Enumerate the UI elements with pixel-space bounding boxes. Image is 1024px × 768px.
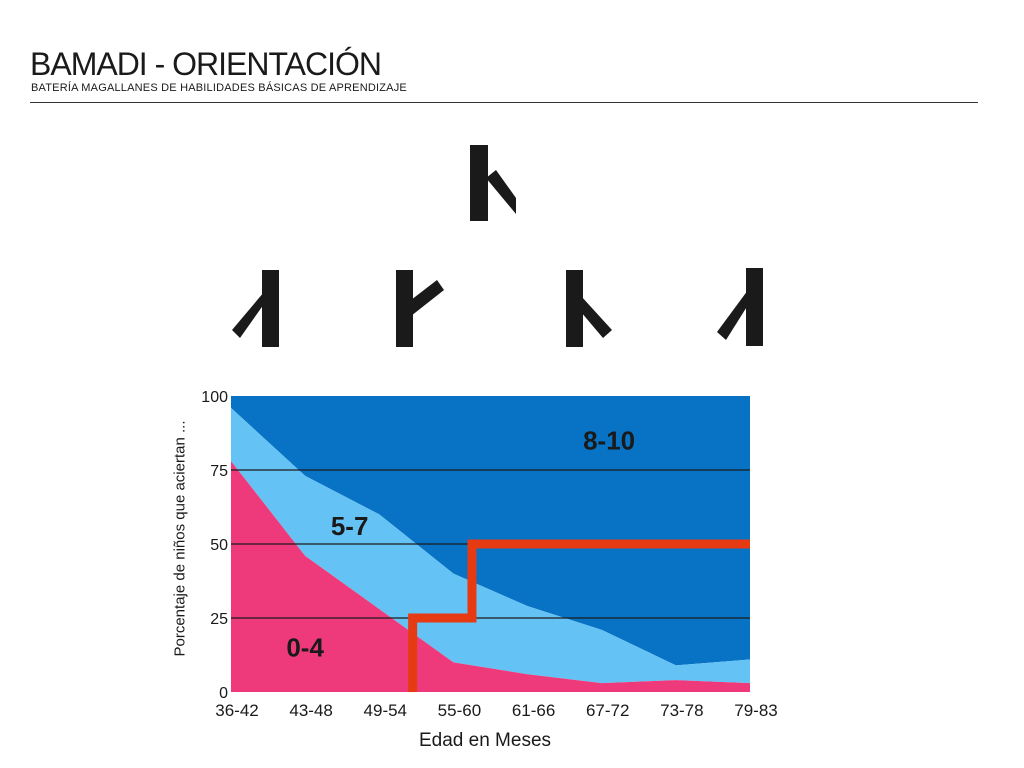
x-tick-label: 61-66 [512, 701, 555, 720]
area-series-5-7 [231, 407, 750, 684]
page-title: BAMADI - ORIENTACIÓN [30, 46, 382, 82]
series-label-5-7: 5-7 [331, 511, 369, 541]
y-axis-label: Porcentaje de niños que aciertan ... [171, 420, 189, 657]
x-tick-label: 43-48 [289, 701, 332, 720]
stimulus-area [232, 145, 763, 347]
rune-glyph-option-4-icon [717, 268, 763, 346]
area-series-8-10 [231, 396, 750, 666]
stacked-area-chart: 0 25 50 75 100 36-42 43-48 49-54 55-60 61-66 67-7… [201, 389, 777, 720]
rune-glyph-option-3-icon [566, 270, 612, 347]
y-tick-label: 25 [210, 611, 228, 628]
rune-glyph-option-1-icon [232, 270, 279, 347]
page-subtitle: BATERÍA MAGALLANES DE HABILIDADES BÁSICA… [31, 82, 407, 94]
rune-glyph-model-icon [470, 145, 516, 221]
x-tick-label: 79-83 [734, 701, 777, 720]
y-tick-label: 0 [219, 685, 228, 702]
x-tick-label: 73-78 [660, 701, 703, 720]
x-tick-label: 67-72 [586, 701, 629, 720]
rune-glyph-option-2-icon [396, 270, 444, 347]
series-label-0-4: 0-4 [286, 632, 324, 662]
x-tick-label: 55-60 [438, 701, 481, 720]
x-tick-label: 49-54 [364, 701, 407, 720]
area-series-0-4 [231, 461, 750, 692]
x-tick-label: 36-42 [215, 701, 258, 720]
y-tick-label: 100 [201, 389, 228, 406]
y-tick-label: 75 [210, 463, 228, 480]
header-divider [30, 102, 978, 103]
x-axis-label: Edad en Meses [418, 730, 552, 751]
y-tick-label: 50 [210, 537, 228, 554]
threshold-line [408, 539, 750, 692]
series-label-8-10: 8-10 [583, 425, 635, 455]
